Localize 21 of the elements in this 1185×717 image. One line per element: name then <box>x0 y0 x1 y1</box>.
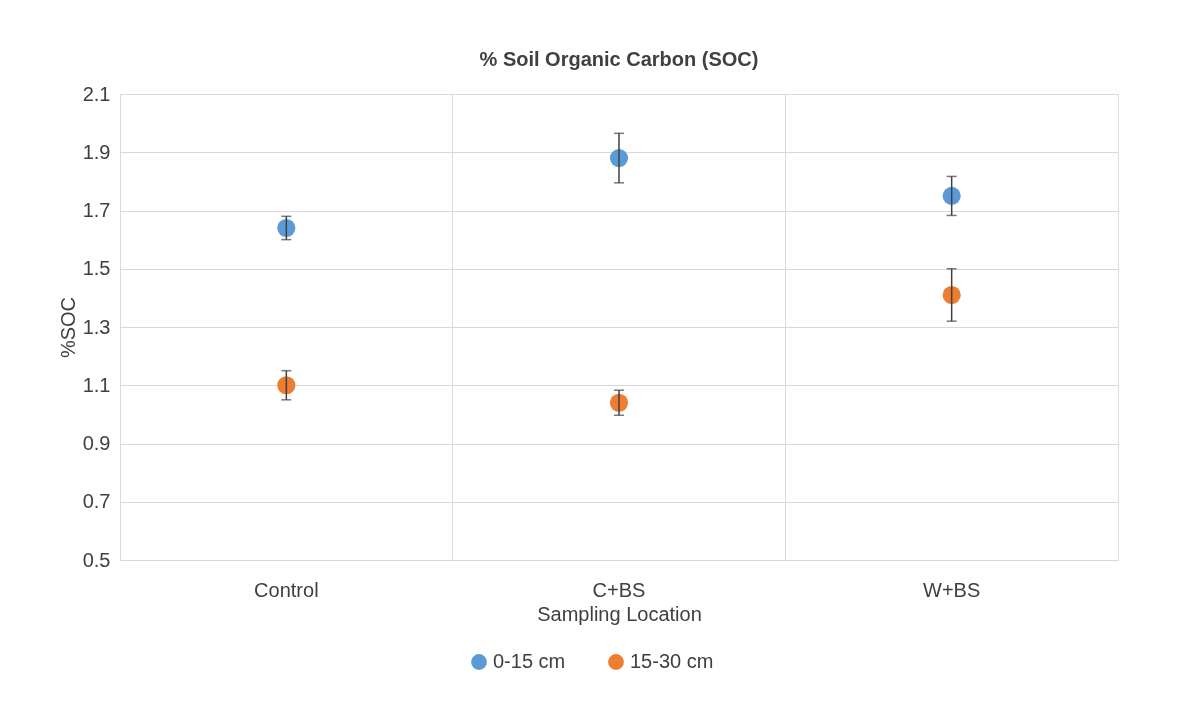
x-tick-label: W+BS <box>923 578 981 601</box>
y-tick-label: 1.3 <box>82 315 111 338</box>
y-tick-label: 0.9 <box>82 432 111 454</box>
x-tick-label: C+BS <box>592 578 646 601</box>
y-tick-label: 1.1 <box>82 373 111 396</box>
y-tick-label: 1.9 <box>82 140 111 163</box>
x-axis-title: Sampling Location <box>537 602 702 625</box>
y-tick-label: 1.5 <box>82 257 111 280</box>
legend-label: 0-15 cm <box>493 650 566 672</box>
point <box>942 186 961 205</box>
point <box>942 285 961 305</box>
x-tick-label: Control <box>254 578 319 601</box>
point <box>277 218 296 238</box>
y-tick-label: 0.5 <box>82 548 111 571</box>
legend-label: 15-30 cm <box>630 650 714 672</box>
y-tick-label: 2.1 <box>82 82 111 105</box>
y-axis-title: %SOC <box>56 296 79 359</box>
chart-title: % Soil Organic Carbon (SOC) <box>479 48 759 70</box>
y-tick-label: 1.7 <box>82 199 111 221</box>
y-tick-label: 0.7 <box>82 490 111 513</box>
point <box>277 376 296 395</box>
